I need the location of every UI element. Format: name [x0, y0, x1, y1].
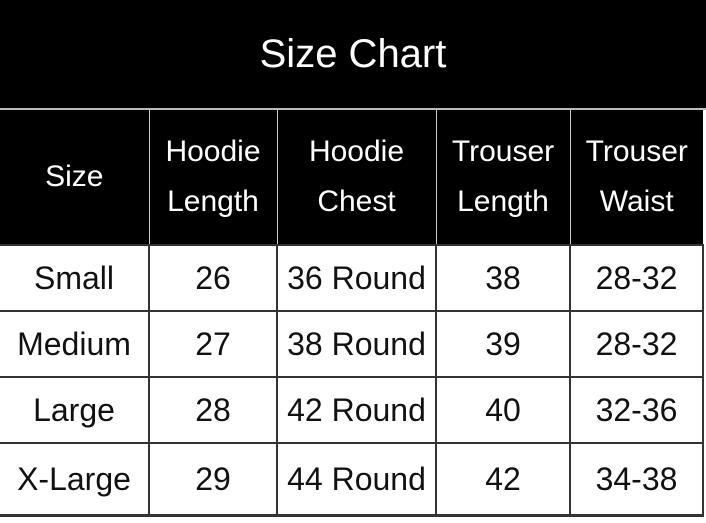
header-row: Size Hoodie Length Hoodie Chest Trouser Len…	[0, 110, 703, 245]
cell-size: Medium	[0, 310, 150, 378]
cell-size: Small	[0, 244, 150, 312]
header-trouser-waist: Trouser Waist	[569, 110, 703, 245]
header-text: Hoodie	[165, 135, 261, 168]
cell-trouser-length: 42	[435, 442, 571, 517]
header-text: Trouser	[585, 135, 688, 168]
cell-trouser-waist: 28-32	[569, 244, 704, 312]
header-text: Length	[167, 185, 259, 218]
cell-size: Large	[0, 376, 150, 444]
table-row: Small 26 36 Round 38 28-32	[0, 244, 704, 312]
cell-size: X-Large	[0, 442, 150, 517]
cell-trouser-waist: 34-38	[569, 442, 704, 517]
header-text: Waist	[599, 185, 674, 218]
cell-hoodie-chest: 36 Round	[276, 244, 437, 312]
table-row: X-Large 29 44 Round 42 34-38	[0, 442, 704, 517]
cell-hoodie-chest: 44 Round	[276, 442, 437, 517]
table-row: Large 28 42 Round 40 32-36	[0, 376, 704, 444]
cell-hoodie-chest: 42 Round	[276, 376, 437, 444]
cell-trouser-length: 38	[435, 244, 571, 312]
header-hoodie-length: Hoodie Length	[148, 110, 277, 245]
cell-hoodie-length: 28	[148, 376, 278, 444]
chart-title: Size Chart	[0, 0, 706, 110]
cell-trouser-length: 39	[435, 310, 571, 378]
header-text: Chest	[317, 185, 396, 218]
header-text: Hoodie	[308, 135, 405, 168]
header-trouser-length: Trouser Length	[435, 110, 570, 245]
cell-hoodie-length: 26	[148, 244, 278, 312]
cell-trouser-length: 40	[435, 376, 571, 444]
header-size: Size	[0, 110, 149, 245]
cell-hoodie-chest: 38 Round	[276, 310, 437, 378]
header-text: Trouser	[451, 135, 555, 168]
cell-hoodie-length: 27	[148, 310, 278, 378]
header-text: Length	[457, 185, 549, 218]
header-hoodie-chest: Hoodie Chest	[276, 110, 436, 245]
cell-trouser-waist: 28-32	[569, 310, 704, 378]
header-text: Size	[45, 160, 104, 193]
cell-trouser-waist: 32-36	[569, 376, 704, 444]
cell-hoodie-length: 29	[148, 442, 278, 517]
size-table: Size Hoodie Length Hoodie Chest Trouser Len…	[0, 110, 704, 517]
table-row: Medium 27 38 Round 39 28-32	[0, 310, 704, 378]
